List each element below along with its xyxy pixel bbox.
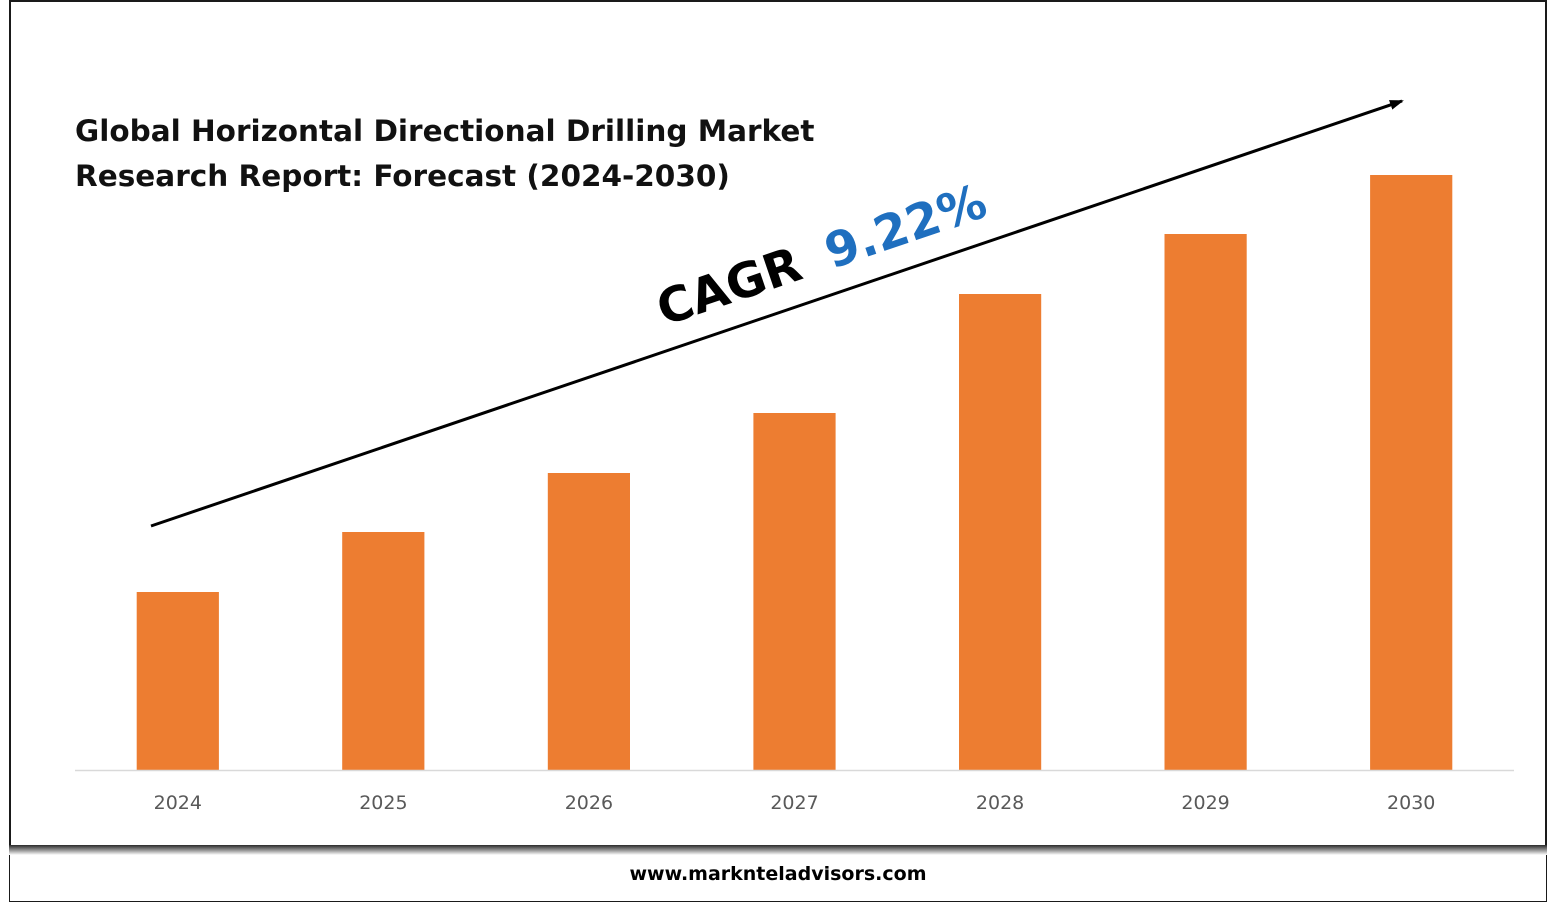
x-tick-label-2028: 2028	[976, 792, 1024, 814]
x-tick-label-2030: 2030	[1387, 792, 1435, 814]
bars-group	[136, 175, 1453, 770]
x-tick-label-2029: 2029	[1181, 792, 1229, 814]
chart-title-line-1: Global Horizontal Directional Drilling M…	[75, 114, 814, 148]
cagr-annotation: CAGR 9.22%	[650, 173, 994, 337]
x-tick-labels: 2024 2025 2026 2027 2028 2029 2030	[154, 792, 1436, 814]
footer-website-url: www.marknteladvisors.com	[629, 863, 927, 885]
bar-2028	[959, 294, 1042, 770]
bar-2026	[547, 473, 630, 770]
x-tick-label-2024: 2024	[154, 792, 202, 814]
trend-arrow	[150, 99, 1404, 528]
x-tick-label-2026: 2026	[565, 792, 613, 814]
x-tick-label-2025: 2025	[359, 792, 407, 814]
bar-2027	[753, 413, 836, 770]
bar-2024	[136, 592, 219, 770]
bar-2029	[1164, 234, 1247, 770]
cagr-label: CAGR	[650, 236, 809, 337]
frame-shadow	[9, 845, 1547, 855]
cagr-value: 9.22%	[818, 173, 994, 280]
chart-title-line-2: Research Report: Forecast (2024-2030)	[75, 159, 730, 193]
footer: www.marknteladvisors.com	[9, 855, 1547, 902]
bar-2030	[1370, 175, 1453, 770]
bar-2025	[342, 532, 425, 770]
x-tick-label-2027: 2027	[770, 792, 818, 814]
